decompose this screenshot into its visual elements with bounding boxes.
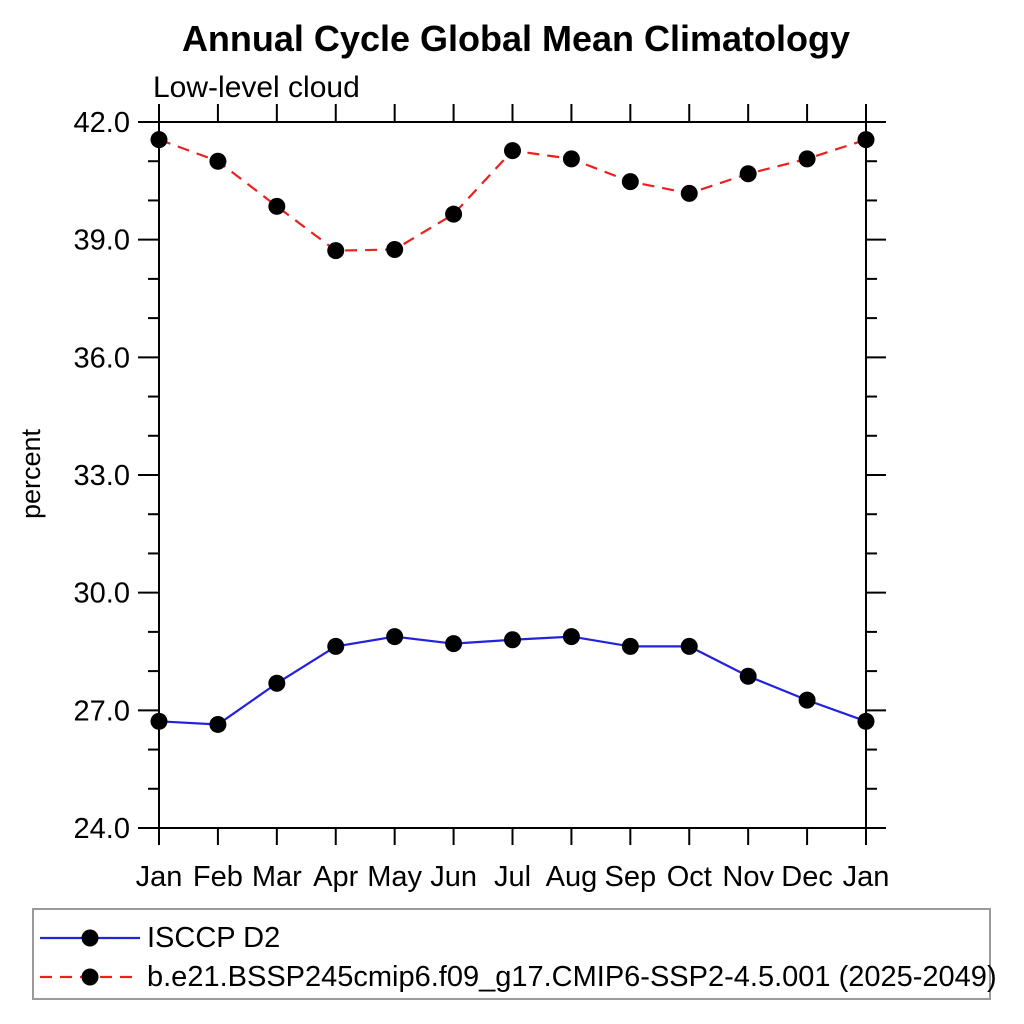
data-point-marker bbox=[504, 631, 521, 649]
data-point-marker bbox=[268, 674, 286, 692]
x-tick-label: Sep bbox=[605, 861, 657, 893]
x-tick-label: Oct bbox=[667, 861, 712, 893]
legend-label: ISCCP D2 bbox=[147, 921, 281, 954]
y-tick-label: 33.0 bbox=[74, 460, 130, 492]
data-point-marker bbox=[798, 691, 816, 709]
x-tick-label: Jan bbox=[843, 861, 890, 893]
legend-label: b.e21.BSSP245cmip6.f09_g17.CMIP6-SSP2-4.… bbox=[147, 960, 997, 993]
x-tick-label: Nov bbox=[722, 861, 774, 893]
data-point-marker bbox=[680, 184, 698, 202]
x-tick-label: Jun bbox=[430, 861, 477, 893]
data-point-marker bbox=[327, 637, 345, 655]
data-point-marker bbox=[504, 142, 521, 160]
chart-subtitle: Low-level cloud bbox=[153, 71, 360, 104]
series-line bbox=[158, 635, 867, 726]
legend-marker-icon bbox=[81, 968, 99, 986]
data-point-marker bbox=[445, 635, 463, 653]
y-tick-label: 30.0 bbox=[74, 578, 130, 610]
data-point-marker bbox=[739, 165, 757, 183]
data-point-marker bbox=[857, 712, 875, 730]
legend-marker-icon bbox=[81, 929, 99, 947]
y-tick-label: 39.0 bbox=[74, 225, 130, 257]
x-tick-label: Dec bbox=[781, 861, 833, 893]
x-tick-label: Jul bbox=[494, 861, 531, 893]
data-point-marker bbox=[386, 240, 404, 258]
data-point-marker bbox=[150, 131, 168, 149]
data-point-marker bbox=[268, 197, 286, 215]
data-point-marker bbox=[680, 637, 698, 655]
data-point-marker bbox=[445, 205, 463, 223]
x-tick-label: Mar bbox=[252, 861, 302, 893]
y-tick-label: 36.0 bbox=[74, 342, 130, 374]
x-tick-label: Feb bbox=[193, 861, 243, 893]
y-tick-label: 27.0 bbox=[74, 695, 130, 727]
legend-entry-model: b.e21.BSSP245cmip6.f09_g17.CMIP6-SSP2-4.… bbox=[39, 961, 997, 993]
legend-box: ISCCP D2 b.e21.BSSP245cmip6.f09_g17.CMIP… bbox=[32, 908, 997, 1000]
data-point-marker bbox=[857, 131, 875, 149]
data-point-marker bbox=[562, 628, 580, 646]
legend-line-sample-solid bbox=[40, 929, 140, 947]
data-point-marker bbox=[621, 637, 639, 655]
data-point-marker bbox=[739, 667, 757, 685]
y-tick-label: 42.0 bbox=[74, 107, 130, 139]
legend-entry-isccp: ISCCP D2 bbox=[39, 922, 280, 954]
data-point-marker bbox=[798, 150, 816, 168]
data-point-marker bbox=[621, 173, 639, 191]
data-point-marker bbox=[386, 628, 404, 646]
data-point-marker bbox=[150, 712, 168, 730]
x-tick-label: May bbox=[367, 861, 422, 893]
x-tick-label: Jan bbox=[136, 861, 183, 893]
x-tick-label: Aug bbox=[546, 861, 598, 893]
data-point-marker bbox=[209, 715, 227, 733]
chart-title: Annual Cycle Global Mean Climatology bbox=[181, 18, 851, 59]
legend-line-sample-dashed bbox=[40, 968, 140, 986]
data-point-marker bbox=[562, 150, 580, 168]
x-tick-label: Apr bbox=[313, 861, 358, 893]
plot-frame bbox=[158, 121, 867, 829]
data-point-marker bbox=[327, 242, 345, 260]
data-point-marker bbox=[209, 152, 227, 170]
y-tick-label: 24.0 bbox=[74, 813, 130, 845]
